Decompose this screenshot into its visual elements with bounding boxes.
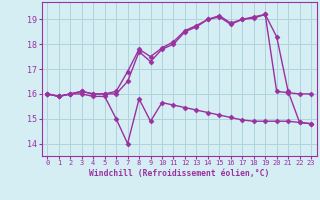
X-axis label: Windchill (Refroidissement éolien,°C): Windchill (Refroidissement éolien,°C)	[89, 169, 269, 178]
